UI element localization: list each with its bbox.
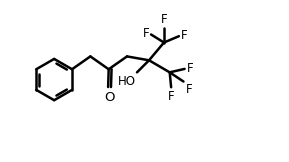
Text: F: F [181, 29, 188, 42]
Text: F: F [161, 13, 167, 26]
Text: O: O [104, 91, 114, 104]
Text: HO: HO [118, 75, 136, 88]
Text: F: F [186, 83, 192, 96]
Text: F: F [187, 62, 193, 75]
Text: F: F [142, 27, 149, 40]
Text: F: F [168, 90, 175, 103]
